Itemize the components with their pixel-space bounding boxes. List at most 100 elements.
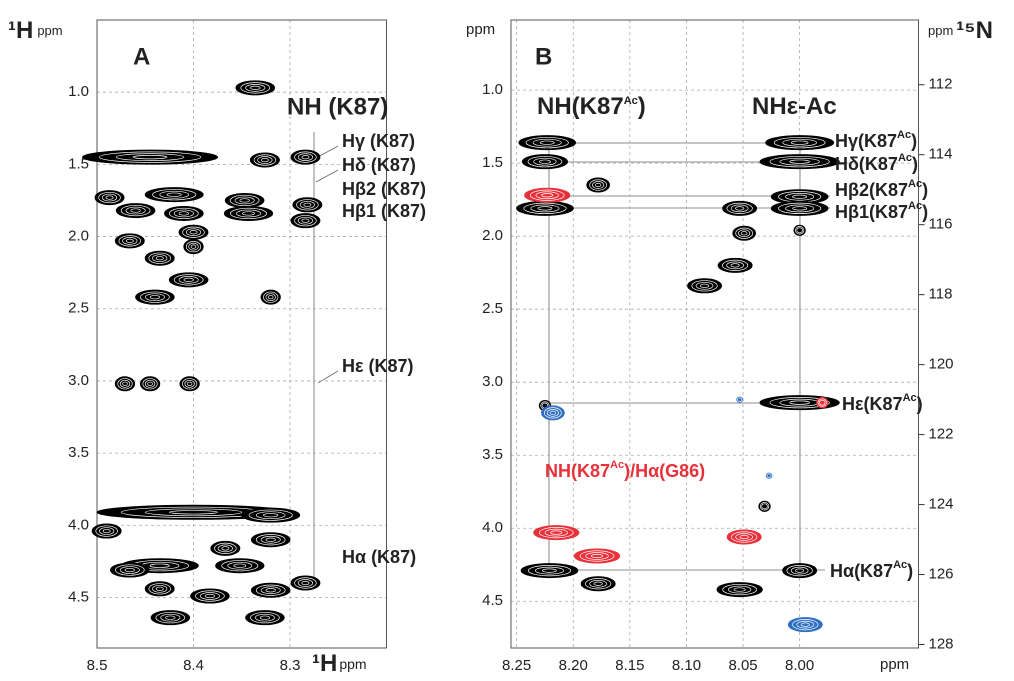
annotation-part: NHε-Ac [752,93,837,120]
contour-ring [132,155,168,160]
contour-ring [527,156,563,168]
annotation: Hβ1 (K87) [342,201,426,221]
contour-ring [530,204,560,213]
contour-ring [800,622,810,627]
contour-ring [796,227,803,234]
contour-ring [790,566,809,575]
contour-ring [761,503,768,510]
contour-ring [155,256,164,261]
peak [722,200,758,216]
peak [816,397,829,409]
x-axis-label: ppm [880,656,909,673]
contour-ring [155,586,164,591]
annotation: NHε-Ac [752,93,837,120]
peak [290,575,321,591]
contour-ring [591,553,604,559]
y-tick-label: 1.5 [482,154,503,171]
peak [94,190,125,206]
y-tick-label: 3.5 [68,444,89,461]
contour-ring [789,159,810,164]
y-tick-label: 2.0 [68,228,89,245]
contour-ring [759,502,770,511]
annotation-part: Ac [624,95,638,107]
contour-ring [592,181,605,189]
contour-ring [296,199,319,211]
contour-ring [579,550,615,562]
annotation: Hα (K87) [342,547,416,567]
contour-ring [766,473,772,478]
contour-ring [299,200,315,209]
peak [541,405,565,421]
peak [290,149,321,165]
contour-ring [239,198,250,203]
contour-ring [236,209,261,218]
annotation-part: Hδ(K87 [835,154,898,174]
contour-ring [250,85,261,90]
contour-ring [265,293,276,302]
contour-ring [229,194,260,207]
peak [91,523,122,539]
y2-tick-label: 114 [929,146,953,163]
contour-ring [789,400,810,405]
contour-ring [120,204,151,217]
contour-ring [722,583,757,596]
annotation-part: NH(K87 [545,461,610,481]
annotation-part: Ac [610,459,624,471]
annotation: NH(K87Ac) [537,93,646,120]
peak [518,135,577,151]
annotation-part: ) [911,131,917,151]
annotation: Hβ1(K87Ac) [835,200,928,222]
contour-ring [233,563,247,568]
contour-ring [119,566,140,574]
contour-ring [538,159,551,164]
peak [716,582,763,598]
peak [726,529,762,545]
panel-label: A [133,43,150,70]
annotation: Hα(K87Ac) [830,559,913,581]
annotation-part: ) [912,154,918,174]
contour-ring [534,566,564,575]
contour-ring [795,568,805,573]
contour-ring [735,533,754,541]
contour-ring [727,585,752,594]
x-tick-label: 8.15 [615,657,644,674]
contour-ring [105,195,114,200]
annotation-part: Ac [898,152,912,164]
contour-ring [733,587,746,592]
contour-ring [585,578,612,590]
contour-ring [301,218,310,223]
contour-ring [731,531,758,543]
peak [765,135,835,151]
peak [144,187,204,203]
peak [245,610,285,626]
contour-ring [169,207,199,220]
contour-ring [769,156,830,168]
contour-ring [539,140,555,145]
contour-ring [118,235,142,247]
y-axis-label: ppm [466,21,495,38]
contour-ring [169,510,218,515]
contour-ring [819,399,826,406]
annotation-part: NH(K87 [537,93,624,120]
contour-ring [245,84,266,92]
contour-ring [779,157,820,166]
contour-ring [124,567,135,573]
contour-ring [533,157,557,166]
contour-ring [189,230,198,235]
contour-ring [149,563,170,568]
y-tick-label: 3.0 [68,372,89,389]
annotation: NH(K87Ac)/Hα(G86) [545,459,705,481]
contour-ring [294,577,317,589]
contour-ring [114,564,145,576]
y2-tick-label: 126 [929,565,954,582]
contour-ring [535,191,559,200]
contour-ring [152,584,168,593]
annotation: Hδ(K87Ac) [835,152,918,174]
peak [758,500,771,512]
contour-ring [523,202,567,214]
panel: 1.0 1.5 2.0 2.5 3.0 3.5 4.0 4.5 8.5 8.4 8.3 [68,19,387,674]
contour-ring [144,379,156,388]
x-tick-label: 8.3 [280,657,301,674]
peak [190,588,230,604]
contour-ring [152,254,168,263]
